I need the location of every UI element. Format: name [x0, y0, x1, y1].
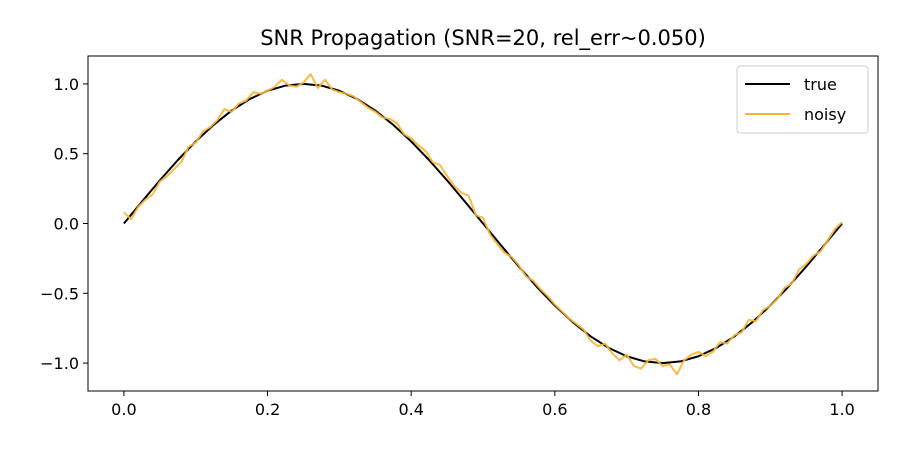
y-tick-label: −1.0: [40, 354, 79, 373]
x-tick-label: 0.2: [255, 400, 280, 419]
x-tick-label: 0.0: [111, 400, 136, 419]
y-tick-label: 0.5: [54, 145, 79, 164]
y-tick-label: 0.0: [54, 215, 79, 234]
y-axis: −1.0 −0.5 0.0 0.5 1.0: [40, 75, 88, 373]
y-tick-label: 1.0: [54, 75, 79, 94]
y-tick-label: −0.5: [40, 284, 79, 303]
series-line-noisy: [123, 73, 843, 376]
legend-label-noisy: noisy: [804, 105, 846, 124]
x-tick-label: 1.0: [829, 400, 854, 419]
series-lines: [123, 73, 843, 376]
x-axis: 0.0 0.2 0.4 0.6 0.8 1.0: [111, 391, 855, 419]
x-tick-label: 0.8: [686, 400, 711, 419]
series-line-true: [123, 82, 843, 365]
chart-title: SNR Propagation (SNR=20, rel_err~0.050): [260, 26, 706, 51]
x-tick-label: 0.4: [398, 400, 423, 419]
legend: true noisy: [736, 65, 869, 134]
x-tick-label: 0.6: [542, 400, 567, 419]
legend-box: [736, 65, 869, 134]
legend-label-true: true: [804, 75, 837, 94]
